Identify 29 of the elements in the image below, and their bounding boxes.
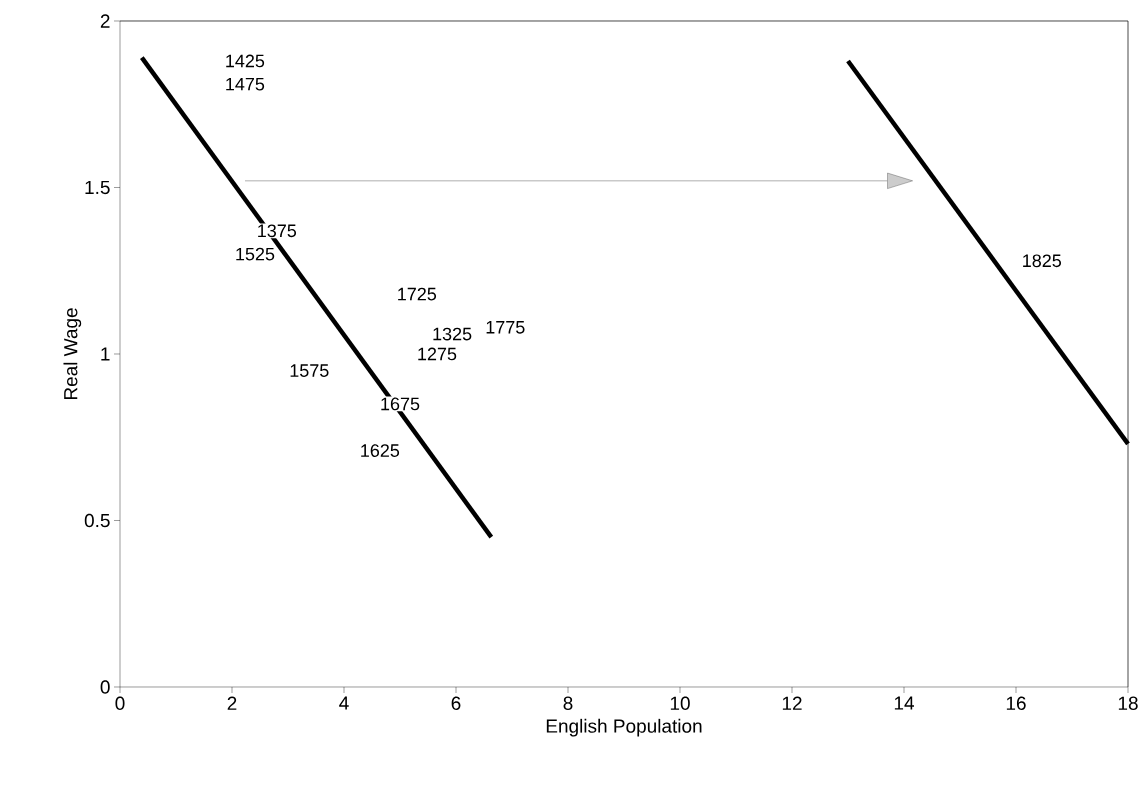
y-tick-label: 2 bbox=[100, 14, 110, 28]
annotation: 1325 bbox=[433, 327, 472, 341]
x-tick-label: 18 bbox=[1118, 696, 1138, 710]
annotation: 1825 bbox=[1023, 254, 1062, 268]
x-tick-label: 10 bbox=[670, 696, 690, 710]
y-tick-label: 0.5 bbox=[84, 513, 110, 528]
y-tick-label: 1.5 bbox=[85, 180, 110, 195]
y-tick-label: 0 bbox=[100, 680, 110, 694]
x-tick-label: 0 bbox=[115, 696, 125, 710]
x-tick-label: 16 bbox=[1006, 696, 1026, 710]
annotation: 1275 bbox=[418, 347, 457, 361]
y-tick-label: 1 bbox=[101, 347, 110, 361]
x-tick-label: 6 bbox=[451, 696, 461, 710]
x-tick-label: 4 bbox=[339, 696, 349, 710]
x-tick-label: 12 bbox=[782, 696, 802, 710]
annotation: 1775 bbox=[486, 321, 525, 334]
annotation: 1625 bbox=[361, 444, 400, 457]
annotation: 1525 bbox=[236, 247, 275, 261]
annotation: 1575 bbox=[290, 364, 329, 377]
y-axis-title: Real Wage bbox=[63, 308, 82, 400]
annotation: 1375 bbox=[258, 224, 297, 238]
x-tick-label: 14 bbox=[894, 696, 915, 710]
annotation: 1425 bbox=[226, 54, 265, 68]
annotation: 1725 bbox=[398, 287, 437, 301]
annotation: 1475 bbox=[226, 77, 265, 91]
x-tick-label: 2 bbox=[227, 696, 237, 710]
x-tick-label: 8 bbox=[563, 696, 573, 710]
annotation: 1675 bbox=[381, 397, 420, 411]
x-axis-title: English Population bbox=[546, 718, 702, 737]
